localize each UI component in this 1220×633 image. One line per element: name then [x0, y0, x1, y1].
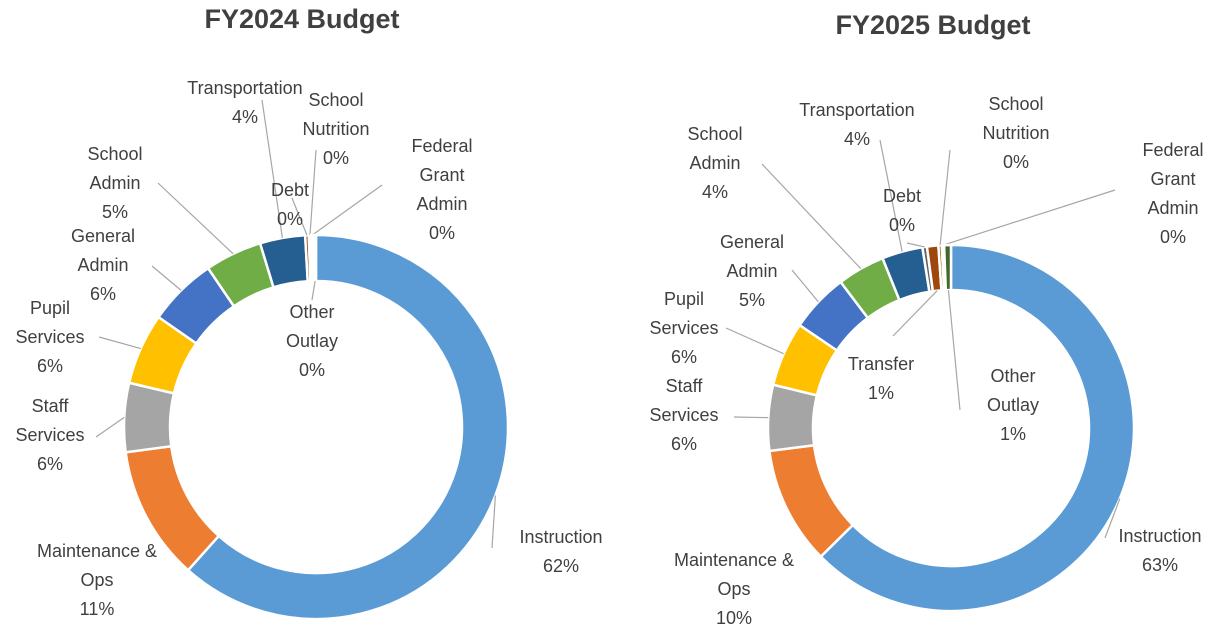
label-name: Transfer — [847, 354, 915, 374]
label-name: General Admin — [70, 226, 136, 275]
leader-line — [98, 336, 141, 350]
label-value: 0% — [888, 215, 915, 235]
label-value: 5% — [738, 290, 765, 310]
data-label: Pupil Services 6% — [5, 294, 95, 381]
leader-line — [312, 184, 383, 236]
leader-line — [95, 416, 125, 438]
leader-line — [791, 269, 819, 303]
label-value: 10% — [715, 608, 753, 628]
slice — [122, 381, 176, 454]
label-name: School Nutrition — [982, 94, 1050, 143]
data-label: General Admin 6% — [58, 222, 148, 309]
label-value: 6% — [670, 347, 697, 367]
label-name: Transportation — [799, 100, 915, 120]
label-value: 6% — [670, 434, 697, 454]
label-value: 4% — [843, 129, 870, 149]
label-name: Instruction — [519, 527, 603, 547]
leader-line — [879, 139, 903, 252]
data-label: Debt 0% — [872, 182, 932, 240]
data-label: Transportation 4% — [165, 74, 325, 132]
label-name: Debt — [270, 180, 310, 200]
data-label: Staff Services 6% — [5, 392, 95, 479]
label-value: 11% — [79, 599, 115, 619]
data-label: Federal Grant Admin 0% — [1128, 136, 1218, 252]
data-label: Debt 0% — [260, 176, 320, 234]
slice — [186, 233, 510, 621]
slice — [819, 243, 1136, 613]
data-label: Instruction 62% — [496, 523, 626, 581]
label-name: Staff Services — [649, 376, 719, 425]
leader-line — [733, 416, 769, 419]
label-value: 4% — [701, 182, 728, 202]
data-label: Transfer 1% — [836, 350, 926, 408]
label-name: Federal Grant Admin — [1142, 140, 1204, 218]
data-label: General Admin 5% — [707, 228, 797, 315]
label-value: 0% — [428, 223, 455, 243]
label-value: 6% — [36, 356, 63, 376]
label-name: Pupil Services — [649, 289, 719, 338]
data-label: Other Outlay 1% — [968, 362, 1058, 449]
label-name: School Admin — [87, 144, 143, 193]
label-name: Transportation — [187, 78, 303, 98]
data-label: Federal Grant Admin 0% — [397, 132, 487, 248]
leader-line — [725, 327, 784, 355]
data-label: Staff Services 6% — [639, 372, 729, 459]
leader-line — [157, 182, 234, 255]
label-value: 0% — [276, 209, 303, 229]
label-value: 0% — [322, 148, 349, 168]
label-name: Federal Grant Admin — [411, 136, 473, 214]
label-value: 6% — [36, 454, 63, 474]
data-label: Other Outlay 0% — [267, 298, 357, 385]
data-label: Instruction 63% — [1095, 522, 1220, 580]
label-name: General Admin — [719, 232, 785, 281]
leader-line — [906, 242, 925, 248]
leader-line — [311, 280, 316, 301]
label-value: 63% — [1141, 555, 1179, 575]
label-name: School Nutrition — [302, 90, 370, 139]
leader-line — [1104, 498, 1121, 539]
leader-line — [947, 289, 961, 411]
leader-line — [939, 149, 951, 246]
leader-line — [892, 290, 938, 337]
data-label: School Nutrition 0% — [966, 90, 1066, 177]
leader-line — [491, 495, 496, 549]
data-label: School Admin 5% — [75, 140, 155, 227]
label-value: 1% — [999, 424, 1026, 444]
slice — [312, 233, 318, 283]
leader-line — [291, 197, 308, 236]
label-value: 0% — [1002, 152, 1029, 172]
label-name: Pupil Services — [15, 298, 85, 347]
data-label: Maintenance & Ops 11% — [22, 537, 172, 624]
leader-line — [761, 163, 862, 270]
chart-title: FY2025 Budget — [835, 10, 1031, 40]
label-name: Other Outlay — [986, 366, 1040, 415]
label-value: 1% — [867, 383, 894, 403]
label-name: Other Outlay — [285, 302, 339, 351]
leader-line — [309, 149, 317, 236]
label-name: Maintenance & Ops — [673, 550, 795, 599]
label-value: 5% — [101, 202, 128, 222]
label-value: 0% — [1159, 227, 1186, 247]
leader-line — [151, 265, 182, 291]
data-label: School Nutrition 0% — [286, 86, 386, 173]
data-label: School Admin 4% — [675, 120, 755, 207]
label-name: Maintenance & Ops — [36, 541, 158, 590]
data-label: Maintenance & Ops 10% — [659, 546, 809, 633]
label-value: 6% — [89, 284, 116, 304]
leader-line — [942, 189, 1116, 246]
label-name: Debt — [882, 186, 922, 206]
data-label: Pupil Services 6% — [639, 285, 729, 372]
chart-title: FY2024 Budget — [204, 4, 400, 34]
label-name: Instruction — [1118, 526, 1202, 546]
label-name: Staff Services — [15, 396, 85, 445]
label-value: 4% — [231, 107, 258, 127]
label-name: School Admin — [687, 124, 743, 173]
data-label: Transportation 4% — [777, 96, 937, 154]
leader-line — [261, 99, 283, 239]
label-value: 62% — [542, 556, 580, 576]
label-value: 0% — [298, 360, 325, 380]
slice — [942, 243, 953, 292]
